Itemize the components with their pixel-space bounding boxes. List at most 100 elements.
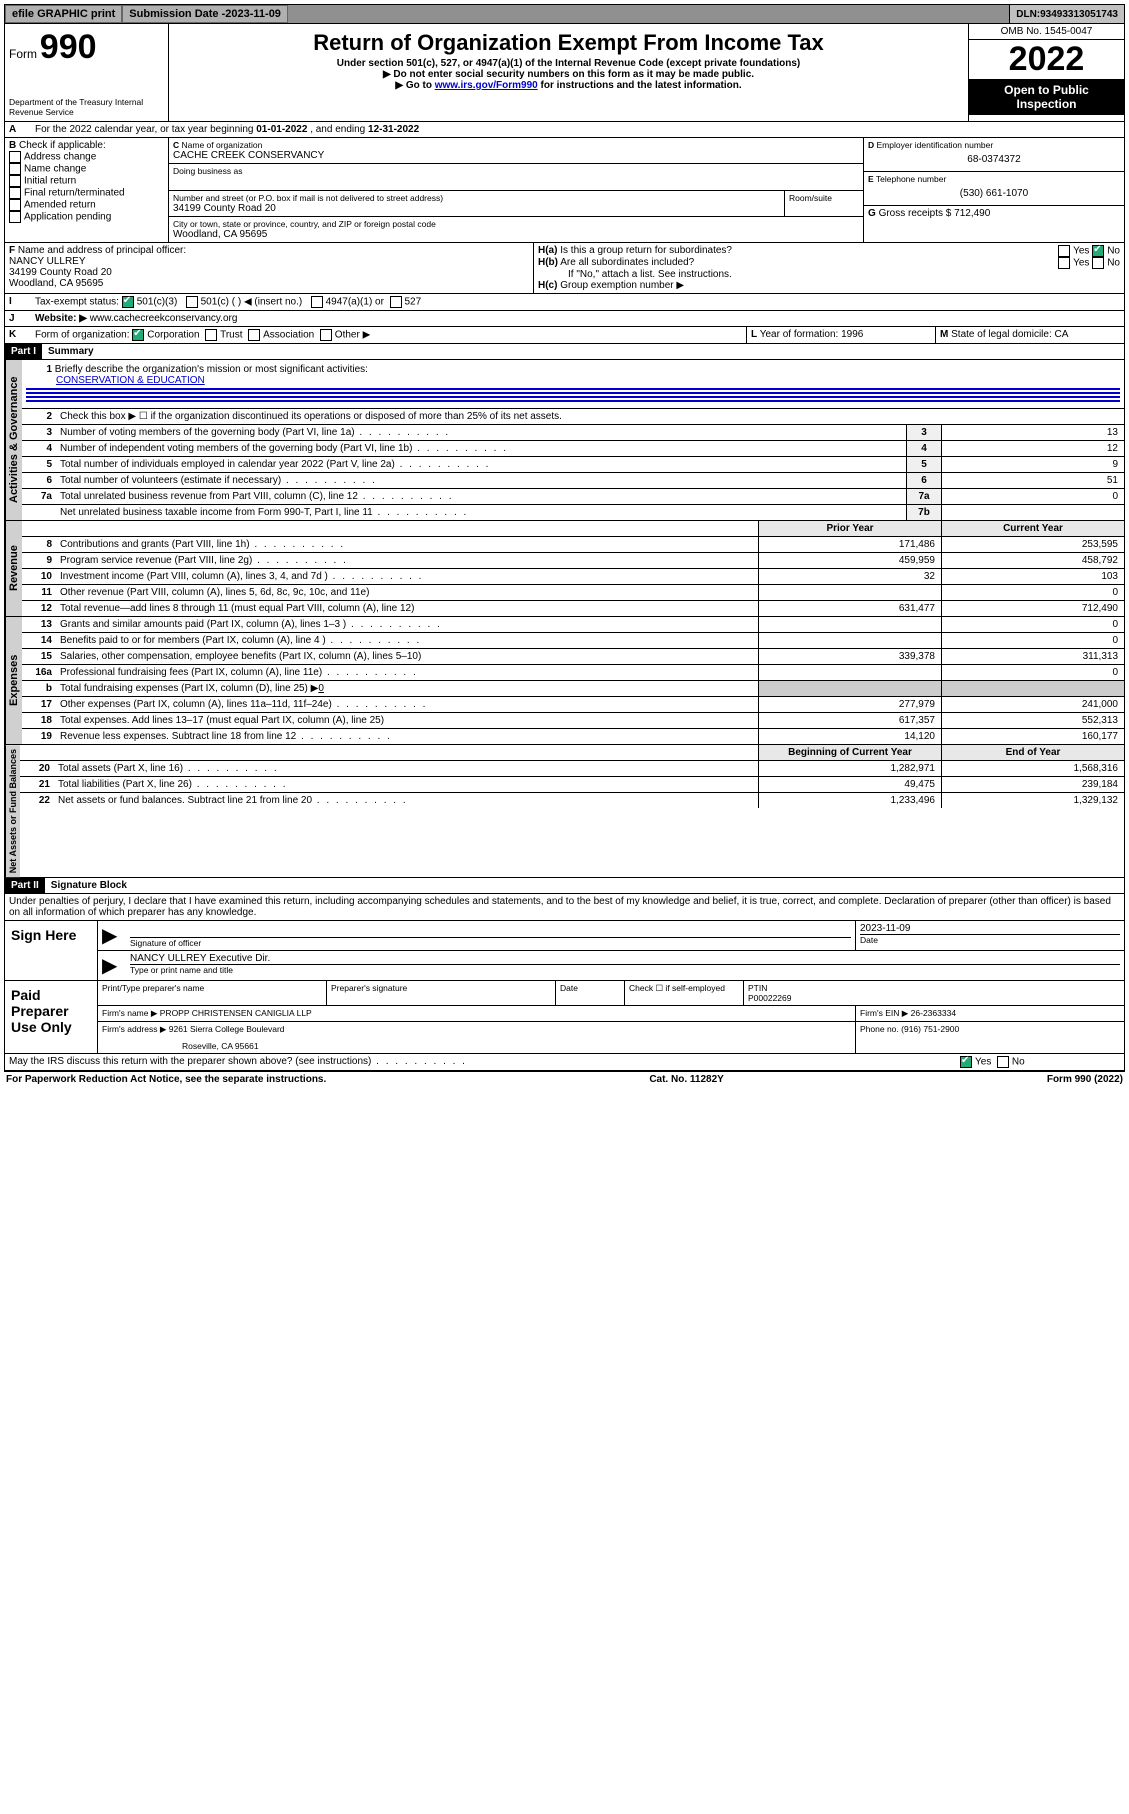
open-inspection: Open to Public Inspection bbox=[969, 79, 1124, 115]
footer-right: Form 990 (2022) bbox=[1047, 1074, 1123, 1085]
k-other-check[interactable] bbox=[320, 329, 332, 341]
exp-c16a: 0 bbox=[941, 665, 1124, 680]
gov-v7b bbox=[941, 505, 1124, 520]
firm-ph-lbl: Phone no. bbox=[860, 1024, 899, 1034]
e-lbl: Telephone number bbox=[876, 174, 946, 184]
exp-l16b: Total fundraising expenses (Part IX, col… bbox=[56, 681, 758, 696]
m-val: CA bbox=[1055, 329, 1069, 340]
gov-v6: 51 bbox=[941, 473, 1124, 488]
footer-left: For Paperwork Reduction Act Notice, see … bbox=[6, 1074, 326, 1085]
col-f: F Name and address of principal officer:… bbox=[5, 243, 534, 293]
j-lbl: Website: ▶ bbox=[35, 313, 87, 324]
rev-p10: 32 bbox=[758, 569, 941, 584]
netassets-label: Net Assets or Fund Balances bbox=[5, 745, 20, 877]
dln-label: DLN: bbox=[1016, 9, 1040, 20]
addr-lbl: Number and street (or P.O. box if mail i… bbox=[173, 193, 780, 203]
efile-button[interactable]: efile GRAPHIC print bbox=[5, 5, 122, 23]
footer-mid: Cat. No. 11282Y bbox=[649, 1074, 723, 1085]
net-c22: 1,329,132 bbox=[941, 793, 1124, 808]
exp-l17: Other expenses (Part IX, column (A), lin… bbox=[56, 697, 758, 712]
firm-lbl: Firm's name ▶ bbox=[102, 1008, 157, 1018]
b-opt-5[interactable]: Application pending bbox=[9, 211, 164, 223]
discuss-answer[interactable]: Yes No bbox=[956, 1054, 1124, 1070]
submission-date: 2023-11-09 bbox=[225, 8, 281, 20]
col-b: B Check if applicable: Address change Na… bbox=[5, 138, 169, 242]
net-p20: 1,282,971 bbox=[758, 761, 941, 776]
governance-label: Activities & Governance bbox=[5, 360, 22, 520]
d-lbl: Employer identification number bbox=[877, 140, 994, 150]
b-opt-5-label: Application pending bbox=[24, 212, 111, 223]
rev-c10: 103 bbox=[941, 569, 1124, 584]
line-j: J Website: ▶ www.cachecreekconservancy.o… bbox=[4, 311, 1125, 327]
form-word: Form bbox=[9, 47, 37, 61]
rev-p12: 631,477 bbox=[758, 601, 941, 616]
self-emp-lbl: Check ☐ if self-employed bbox=[625, 981, 744, 1005]
prior-year-hdr: Prior Year bbox=[758, 521, 941, 536]
form-header: Form 990 Department of the Treasury Inte… bbox=[4, 24, 1125, 122]
i-o2: 501(c) ( ) ◀ (insert no.) bbox=[201, 297, 303, 308]
a-text: For the 2022 calendar year, or tax year … bbox=[35, 124, 256, 135]
b-opt-0[interactable]: Address change bbox=[9, 151, 164, 163]
part1-hdr: Part I bbox=[5, 344, 42, 359]
hb-note: If "No," attach a list. See instructions… bbox=[538, 269, 1120, 280]
rev-l8: Contributions and grants (Part VIII, lin… bbox=[56, 537, 758, 552]
k-o4: Other ▶ bbox=[335, 330, 370, 341]
b-opt-1[interactable]: Name change bbox=[9, 163, 164, 175]
k-assoc-check[interactable] bbox=[248, 329, 260, 341]
ha-answer[interactable]: Yes No bbox=[1058, 245, 1120, 257]
k-o2: Trust bbox=[220, 330, 242, 341]
hb-answer[interactable]: Yes No bbox=[1058, 257, 1120, 269]
i-lbl: Tax-exempt status: bbox=[35, 297, 119, 308]
current-year-hdr: Current Year bbox=[941, 521, 1124, 536]
org-addr: 34199 County Road 20 bbox=[173, 203, 780, 214]
expenses-section: Expenses 13Grants and similar amounts pa… bbox=[4, 617, 1125, 745]
k-trust-check[interactable] bbox=[205, 329, 217, 341]
page-footer: For Paperwork Reduction Act Notice, see … bbox=[4, 1071, 1125, 1087]
dln-value: 93493313051743 bbox=[1040, 9, 1118, 20]
gov-l4: Number of independent voting members of … bbox=[56, 441, 906, 456]
i-501c-check[interactable] bbox=[186, 296, 198, 308]
b-opt-2-label: Initial return bbox=[24, 176, 76, 187]
mission-text[interactable]: CONSERVATION & EDUCATION bbox=[56, 375, 205, 386]
paid-preparer-section: Paid Preparer Use Only Print/Type prepar… bbox=[4, 981, 1125, 1054]
gov-v3: 13 bbox=[941, 425, 1124, 440]
part2-hdr: Part II bbox=[5, 878, 45, 893]
i-501c3-check[interactable] bbox=[122, 296, 134, 308]
dept-label: Department of the Treasury Internal Reve… bbox=[9, 97, 164, 117]
i-o1: 501(c)(3) bbox=[137, 297, 178, 308]
officer-addr2: Woodland, CA 95695 bbox=[9, 278, 529, 289]
prep-date-lbl: Date bbox=[556, 981, 625, 1005]
part2-title: Signature Block bbox=[45, 878, 133, 893]
exp-p18: 617,357 bbox=[758, 713, 941, 728]
exp-c14: 0 bbox=[941, 633, 1124, 648]
k-o1: Corporation bbox=[147, 330, 199, 341]
gov-l6: Total number of volunteers (estimate if … bbox=[56, 473, 906, 488]
k-corp-check[interactable] bbox=[132, 329, 144, 341]
col-deg: D Employer identification number 68-0374… bbox=[863, 138, 1124, 242]
form990-link[interactable]: www.irs.gov/Form990 bbox=[435, 80, 538, 91]
exp-p17: 277,979 bbox=[758, 697, 941, 712]
prep-name-lbl: Print/Type preparer's name bbox=[98, 981, 327, 1005]
part2-header: Part II Signature Block bbox=[4, 878, 1125, 894]
prep-sig-lbl: Preparer's signature bbox=[327, 981, 556, 1005]
rev-c9: 458,792 bbox=[941, 553, 1124, 568]
firm-ein-lbl: Firm's EIN ▶ bbox=[860, 1008, 908, 1018]
form-title: Return of Organization Exempt From Incom… bbox=[173, 30, 964, 56]
b-opt-4[interactable]: Amended return bbox=[9, 199, 164, 211]
omb-number: OMB No. 1545-0047 bbox=[969, 24, 1124, 40]
rev-l12: Total revenue—add lines 8 through 11 (mu… bbox=[56, 601, 758, 616]
header-center: Return of Organization Exempt From Incom… bbox=[169, 24, 969, 121]
perjury-text: Under penalties of perjury, I declare th… bbox=[5, 894, 1124, 920]
col-h: H(a) Is this a group return for subordin… bbox=[534, 243, 1124, 293]
firm-ein: 26-2363334 bbox=[911, 1008, 956, 1018]
officer-name: NANCY ULLREY bbox=[9, 256, 529, 267]
b-opt-3[interactable]: Final return/terminated bbox=[9, 187, 164, 199]
eoy-hdr: End of Year bbox=[941, 745, 1124, 760]
line-i: I Tax-exempt status: 501(c)(3) 501(c) ( … bbox=[4, 294, 1125, 311]
i-527-check[interactable] bbox=[390, 296, 402, 308]
firm-phone: (916) 751-2900 bbox=[901, 1024, 959, 1034]
revenue-section: Revenue Prior YearCurrent Year 8Contribu… bbox=[4, 521, 1125, 617]
f-lbl: Name and address of principal officer: bbox=[18, 245, 186, 256]
b-opt-2[interactable]: Initial return bbox=[9, 175, 164, 187]
i-4947-check[interactable] bbox=[311, 296, 323, 308]
